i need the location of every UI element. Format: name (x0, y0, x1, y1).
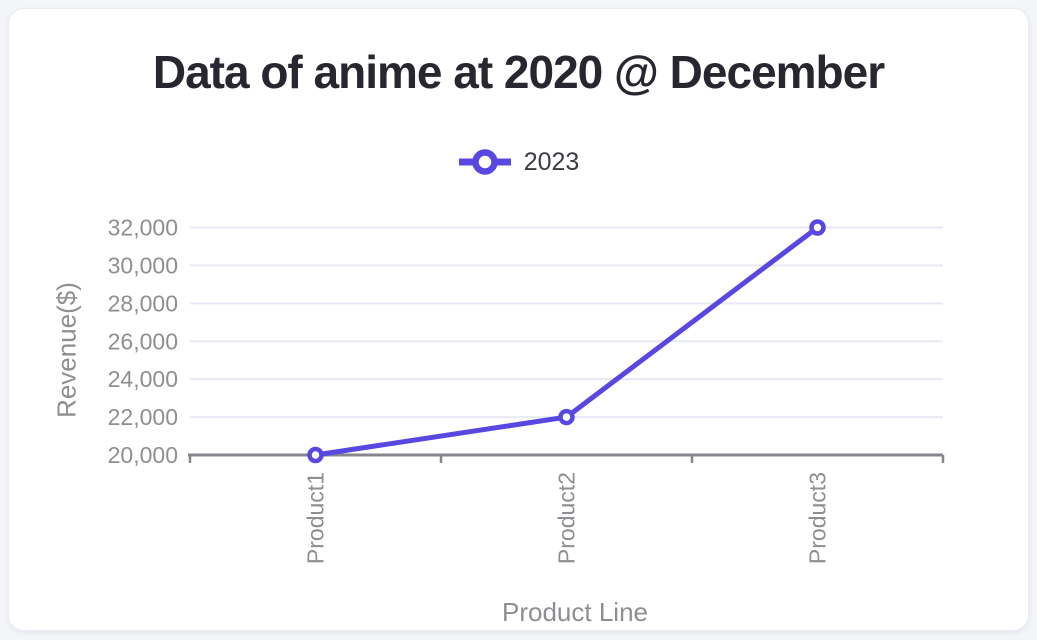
x-axis-title: Product Line (502, 597, 648, 627)
series-points-2023 (307, 219, 826, 464)
gridlines (190, 226, 943, 419)
legend-line-marker-icon (458, 149, 511, 175)
svg-text:Product2: Product2 (554, 472, 580, 564)
svg-text:Product3: Product3 (805, 472, 831, 564)
svg-text:24,000: 24,000 (108, 366, 178, 392)
legend-item-2023[interactable]: 2023 (9, 145, 1028, 179)
chart-card: Data of anime at 2020 @ December 2023 Re… (8, 8, 1029, 631)
data-point[interactable] (558, 408, 575, 426)
data-point[interactable] (307, 446, 324, 464)
svg-text:Product1: Product1 (303, 472, 329, 564)
y-axis-tick-labels: 20,000 22,000 24,000 26,000 28,000 30,000 32,0… (108, 215, 178, 469)
data-point[interactable] (809, 219, 826, 236)
svg-text:30,000: 30,000 (108, 252, 178, 278)
legend-label: 2023 (523, 147, 580, 176)
svg-text:22,000: 22,000 (108, 404, 178, 430)
svg-text:28,000: 28,000 (108, 290, 178, 316)
svg-text:20,000: 20,000 (108, 442, 178, 468)
x-axis (188, 453, 945, 463)
svg-text:32,000: 32,000 (108, 215, 178, 241)
chart-title: Data of anime at 2020 @ December (152, 46, 885, 98)
x-axis-tick-labels: Product1 Product2 Product3 (303, 472, 831, 564)
svg-text:26,000: 26,000 (108, 328, 178, 354)
